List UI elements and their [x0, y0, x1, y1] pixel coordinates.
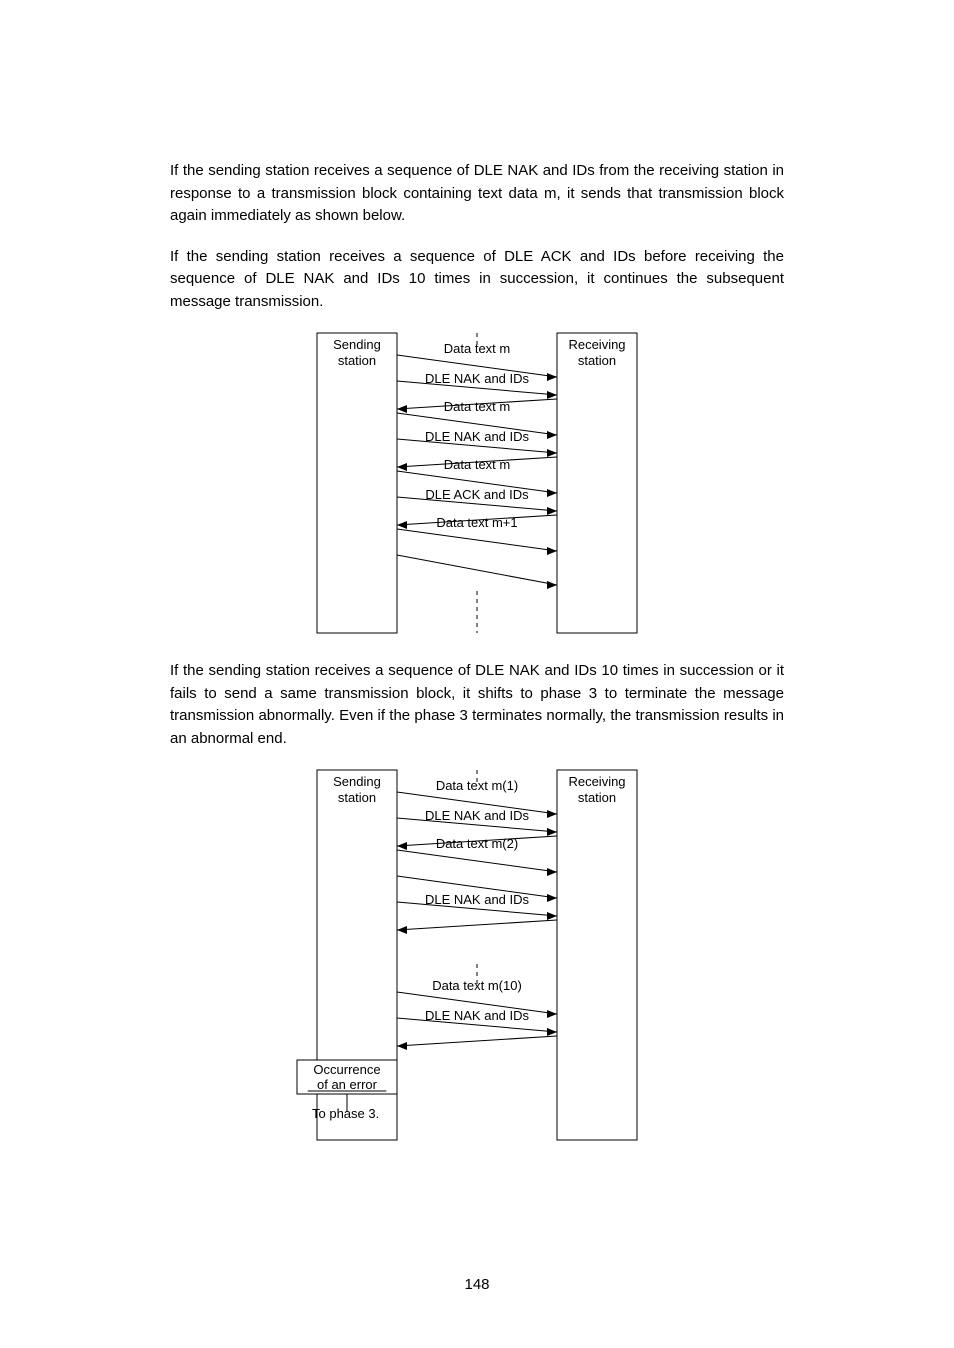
svg-text:Data text m: Data text m: [444, 341, 510, 356]
svg-text:DLE ACK and IDs: DLE ACK and IDs: [425, 487, 529, 502]
paragraph-3: If the sending station receives a sequen…: [170, 660, 784, 750]
svg-text:station: station: [578, 790, 616, 805]
svg-text:DLE NAK and IDs: DLE NAK and IDs: [425, 808, 530, 823]
svg-text:Data text m(1): Data text m(1): [436, 778, 518, 793]
svg-text:station: station: [338, 790, 376, 805]
diagram-1-wrap: SendingstationReceivingstationData text …: [170, 331, 784, 635]
svg-text:Receiving: Receiving: [568, 774, 625, 789]
diagram-2-wrap: SendingstationReceivingstationData text …: [170, 768, 784, 1142]
svg-text:DLE NAK and IDs: DLE NAK and IDs: [425, 371, 530, 386]
svg-text:Occurrence: Occurrence: [313, 1062, 380, 1077]
svg-text:Sending: Sending: [333, 774, 381, 789]
svg-text:DLE NAK and IDs: DLE NAK and IDs: [425, 892, 530, 907]
diagram-2: SendingstationReceivingstationData text …: [287, 768, 667, 1142]
page-number: 148: [0, 1276, 954, 1293]
svg-text:Data text m+1: Data text m+1: [436, 515, 517, 530]
svg-text:station: station: [578, 353, 616, 368]
svg-text:DLE NAK and IDs: DLE NAK and IDs: [425, 429, 530, 444]
svg-text:Receiving: Receiving: [568, 337, 625, 352]
page: If the sending station receives a sequen…: [0, 0, 954, 1348]
paragraph-1: If the sending station receives a sequen…: [170, 160, 784, 228]
svg-text:Sending: Sending: [333, 337, 381, 352]
diagram-1: SendingstationReceivingstationData text …: [287, 331, 667, 635]
svg-text:Data text m: Data text m: [444, 457, 510, 472]
paragraph-2: If the sending station receives a sequen…: [170, 246, 784, 314]
svg-text:station: station: [338, 353, 376, 368]
svg-text:Data text m(10): Data text m(10): [432, 978, 522, 993]
svg-text:Data text m(2): Data text m(2): [436, 836, 518, 851]
svg-text:Data text m: Data text m: [444, 399, 510, 414]
svg-text:DLE NAK and IDs: DLE NAK and IDs: [425, 1008, 530, 1023]
svg-text:of an error: of an error: [317, 1077, 378, 1092]
svg-text:To phase 3.: To phase 3.: [312, 1106, 379, 1121]
